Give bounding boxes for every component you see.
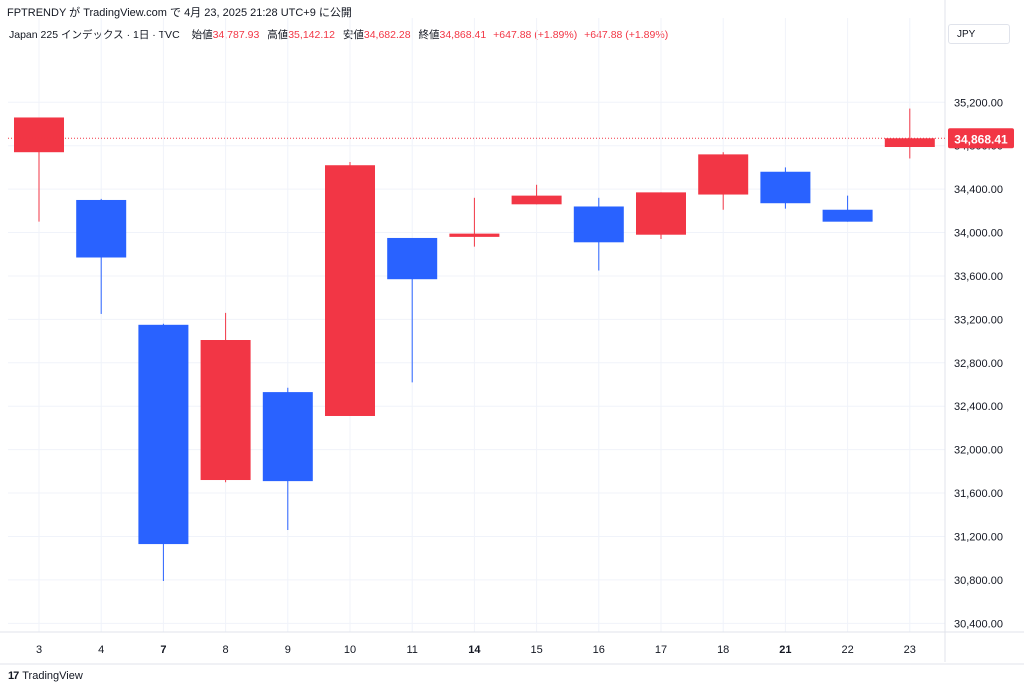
candle-16[interactable] <box>573 197 624 271</box>
candles <box>14 108 935 581</box>
y-tick-label: 32,400.00 <box>954 401 1003 413</box>
change-value-2: +647.88 (+1.89%) <box>584 29 669 41</box>
candle-body <box>387 237 438 280</box>
y-tick-label: 35,200.00 <box>954 97 1003 109</box>
candle-8[interactable] <box>200 312 251 483</box>
x-tick-label: 22 <box>841 644 853 656</box>
change-value: +647.88 (+1.89%) <box>493 29 578 41</box>
candle-body <box>14 117 64 153</box>
low-value: 34,682.28 <box>363 29 411 41</box>
y-tick-label: 34,400.00 <box>954 184 1003 196</box>
candle-21[interactable] <box>760 167 811 209</box>
x-tick-label: 7 <box>160 644 166 656</box>
x-tick-label: 17 <box>655 644 667 656</box>
y-tick-label: 34,000.00 <box>954 228 1003 240</box>
x-tick-label: 16 <box>593 644 605 656</box>
low-label: 安値 <box>342 29 364 41</box>
y-tick-label: 32,800.00 <box>954 358 1003 370</box>
close-label: 終値 <box>418 29 440 41</box>
candle-body <box>76 199 127 258</box>
x-tick-label: 3 <box>36 644 42 656</box>
ohlc-legend: Japan 225 インデックス · 1日 · TVC 始値34,787.93 … <box>9 27 668 42</box>
last-price-label: 34,868.41 <box>954 132 1008 146</box>
candle-body <box>573 206 624 243</box>
candle-body <box>262 392 313 482</box>
candle-body <box>884 138 935 148</box>
candle-17[interactable] <box>636 192 686 240</box>
candle-body <box>511 195 562 205</box>
candle-body <box>636 192 686 235</box>
y-tick-label: 33,600.00 <box>954 271 1003 283</box>
high-value: 35,142.12 <box>288 29 335 41</box>
candle-4[interactable] <box>76 198 127 314</box>
candle-body <box>760 171 811 204</box>
y-tick-label: 30,400.00 <box>954 618 1003 630</box>
candle-body <box>698 154 749 195</box>
candle-9[interactable] <box>262 387 313 530</box>
tradingview-logo-text: TradingView <box>22 670 83 682</box>
currency-selector[interactable]: JPY <box>948 24 1010 44</box>
x-tick-label: 21 <box>779 644 791 656</box>
candle-body <box>449 233 500 237</box>
candle-11[interactable] <box>387 237 438 383</box>
symbol-label[interactable]: Japan 225 インデックス · 1日 · TVC <box>9 29 180 41</box>
high-label: 高値 <box>267 29 289 41</box>
candle-23[interactable] <box>884 108 935 159</box>
candle-body <box>200 340 251 481</box>
y-tick-label: 33,200.00 <box>954 314 1003 326</box>
x-tick-label: 10 <box>344 644 356 656</box>
x-tick-label: 14 <box>468 644 481 656</box>
y-tick-label: 31,600.00 <box>954 488 1003 500</box>
tradingview-logo-icon: 17 <box>8 670 19 682</box>
last-price-badge <box>948 128 1014 149</box>
open-value: 34,787.93 <box>212 29 260 41</box>
candle-body <box>138 324 189 545</box>
publish-caption: FPTRENDY が TradingView.com で 4月 23, 2025… <box>7 7 352 19</box>
x-tick-label: 8 <box>223 644 229 656</box>
tradingview-logo[interactable]: 17 TradingView <box>8 670 83 682</box>
candle-body <box>325 165 375 416</box>
candle-7[interactable] <box>138 323 189 581</box>
axes: 35,200.0034,800.0034,400.0034,000.0033,6… <box>0 0 1024 665</box>
candle-14[interactable] <box>449 197 500 247</box>
x-tick-label: 15 <box>530 644 542 656</box>
x-tick-label: 11 <box>406 644 417 656</box>
x-tick-label: 4 <box>98 644 104 656</box>
x-tick-label: 9 <box>285 644 291 656</box>
candle-3[interactable] <box>14 117 64 222</box>
y-tick-label: 31,200.00 <box>954 531 1003 543</box>
y-tick-label: 30,800.00 <box>954 575 1003 587</box>
x-tick-label: 18 <box>717 644 729 656</box>
candle-22[interactable] <box>822 195 873 222</box>
candle-18[interactable] <box>698 152 749 210</box>
candle-body <box>822 209 873 222</box>
x-tick-label: 23 <box>904 644 916 656</box>
candle-10[interactable] <box>325 161 375 416</box>
open-label: 始値 <box>191 29 213 41</box>
candle-15[interactable] <box>511 184 562 205</box>
y-tick-label: 32,000.00 <box>954 445 1003 457</box>
